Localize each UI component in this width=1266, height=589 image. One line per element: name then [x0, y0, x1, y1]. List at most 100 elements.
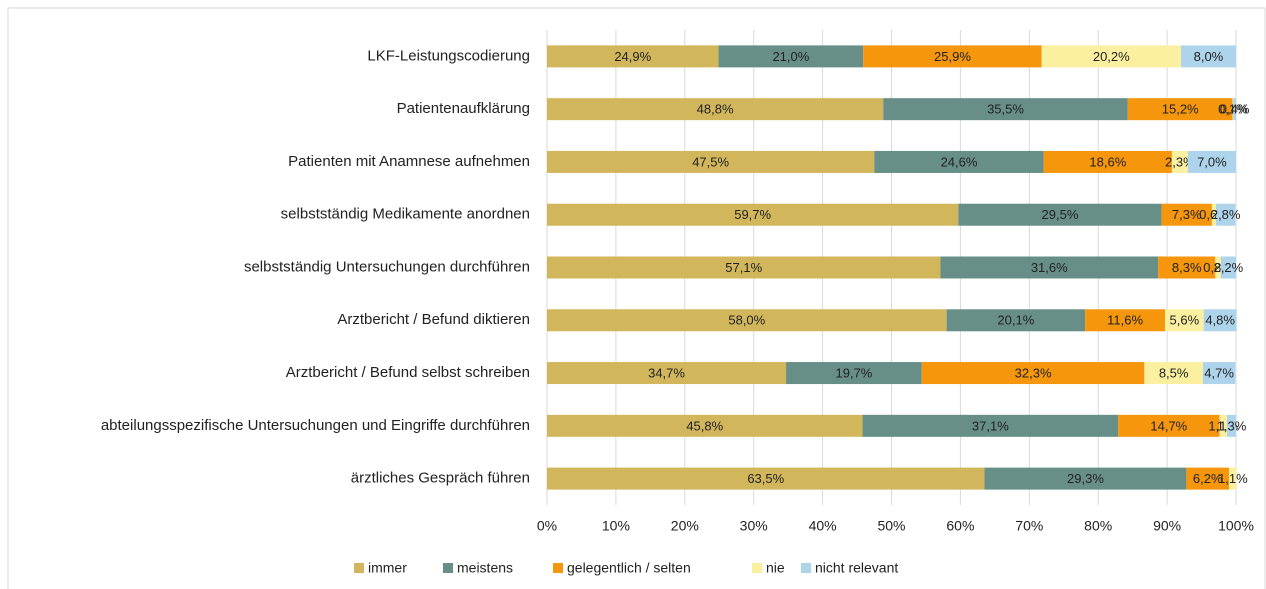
value-label: 4,7% [1204, 365, 1234, 380]
bar-segment [1220, 256, 1236, 279]
value-label: 47,5% [692, 154, 729, 169]
value-label: 24,6% [941, 154, 978, 169]
x-tick-label: 40% [809, 518, 837, 534]
value-label: 14,7% [1150, 418, 1187, 433]
x-tick-label: 50% [877, 518, 905, 534]
value-label: 20,1% [997, 313, 1034, 328]
x-tick-label: 0% [537, 518, 557, 534]
bar-segment [547, 309, 947, 332]
value-label: 4,8% [1205, 313, 1235, 328]
value-label: 37,1% [972, 418, 1009, 433]
bar-segment [1158, 256, 1216, 279]
bar-segment [1202, 362, 1236, 385]
value-label: 21,0% [772, 49, 809, 64]
bar-segment [718, 45, 864, 68]
bar-segment [1215, 256, 1221, 279]
bar-segment [547, 414, 863, 437]
x-tick-label: 20% [671, 518, 699, 534]
value-label: 1,3% [1217, 418, 1247, 433]
bar-segment [1118, 414, 1220, 437]
value-label: 7,3% [1172, 207, 1202, 222]
value-label: 59,7% [734, 207, 771, 222]
bar-segment [1216, 203, 1236, 226]
chart-frame [7, 7, 1266, 589]
bar-segment [863, 45, 1042, 68]
bar-segment [1165, 309, 1204, 332]
value-label: 31,6% [1031, 260, 1068, 275]
bar-segment [984, 467, 1187, 490]
x-tick-label: 60% [946, 518, 974, 534]
bar-segment [940, 256, 1159, 279]
bar-segment [1043, 150, 1172, 173]
bar-segment [1227, 414, 1236, 437]
x-tick-label: 10% [602, 518, 630, 534]
value-label: 7,0% [1197, 154, 1227, 169]
x-tick-label: 70% [1015, 518, 1043, 534]
bar-segment [547, 98, 884, 121]
value-label: 8,0% [1194, 49, 1224, 64]
value-label: 35,5% [987, 102, 1024, 117]
bar-segment [921, 362, 1145, 385]
value-label: 2,2% [1214, 260, 1244, 275]
bar-segment [547, 256, 941, 279]
category-label: abteilungsspezifische Untersuchungen und… [101, 417, 530, 434]
category-label: selbstständig Medikamente anordnen [281, 206, 530, 223]
bar-segment [1219, 414, 1228, 437]
bar-segment [1233, 98, 1236, 121]
legend-label: nie [766, 560, 785, 576]
legend-swatch [801, 563, 811, 573]
bar-segment [547, 45, 719, 68]
bar-segment [547, 467, 985, 490]
value-label: 57,1% [725, 260, 762, 275]
value-label: 15,2% [1162, 102, 1199, 117]
value-label: 0,1% [1218, 102, 1248, 117]
value-label: 18,6% [1089, 154, 1126, 169]
bar-segment [1187, 150, 1236, 173]
value-label: 63,5% [747, 471, 784, 486]
bar-segment [1161, 203, 1212, 226]
bar-segment [1171, 150, 1188, 173]
value-label: 32,3% [1015, 365, 1052, 380]
value-label: 5,6% [1170, 313, 1200, 328]
legend-swatch [354, 563, 364, 573]
legend-swatch [752, 563, 762, 573]
value-label: 34,7% [648, 365, 685, 380]
legend-label: immer [368, 560, 407, 576]
x-tick-label: 90% [1153, 518, 1181, 534]
bar-segment [1186, 467, 1230, 490]
legend-swatch [443, 563, 453, 573]
category-label: ärztliches Gespräch führen [351, 470, 530, 487]
value-label: 48,8% [697, 102, 734, 117]
value-label: 29,5% [1042, 207, 1079, 222]
bar-segment [883, 98, 1128, 121]
bar-segment [1085, 309, 1166, 332]
category-label: Arztbericht / Befund diktieren [337, 311, 530, 328]
bar-segment [547, 150, 875, 173]
bar-segment [1229, 467, 1237, 490]
category-label: Patienten mit Anamnese aufnehmen [288, 153, 530, 170]
value-label: 25,9% [934, 49, 971, 64]
bar-segment [1127, 98, 1233, 121]
value-label: 6,2% [1193, 471, 1223, 486]
legend-label: gelegentlich / selten [567, 560, 691, 576]
value-label: 8,3% [1172, 260, 1202, 275]
bar-segment [1144, 362, 1203, 385]
category-label: LKF-Leistungscodierung [367, 47, 530, 64]
bar-segment [547, 362, 787, 385]
bar-segment [1232, 98, 1234, 121]
value-label: 58,0% [728, 313, 765, 328]
value-label: 20,2% [1093, 49, 1130, 64]
x-tick-label: 30% [740, 518, 768, 534]
bar-segment [547, 203, 959, 226]
value-label: 2,3% [1165, 154, 1195, 169]
bar-segment [958, 203, 1162, 226]
category-label: Arztbericht / Befund selbst schreiben [286, 364, 530, 381]
bar-segment [946, 309, 1086, 332]
bar-segment [1041, 45, 1181, 68]
value-label: 1,1% [1218, 471, 1248, 486]
legend-label: meistens [457, 560, 513, 576]
bar-segment [874, 150, 1044, 173]
value-label: 11,6% [1107, 313, 1143, 328]
x-tick-label: 100% [1218, 518, 1254, 534]
category-label: Patientenaufklärung [397, 100, 530, 117]
